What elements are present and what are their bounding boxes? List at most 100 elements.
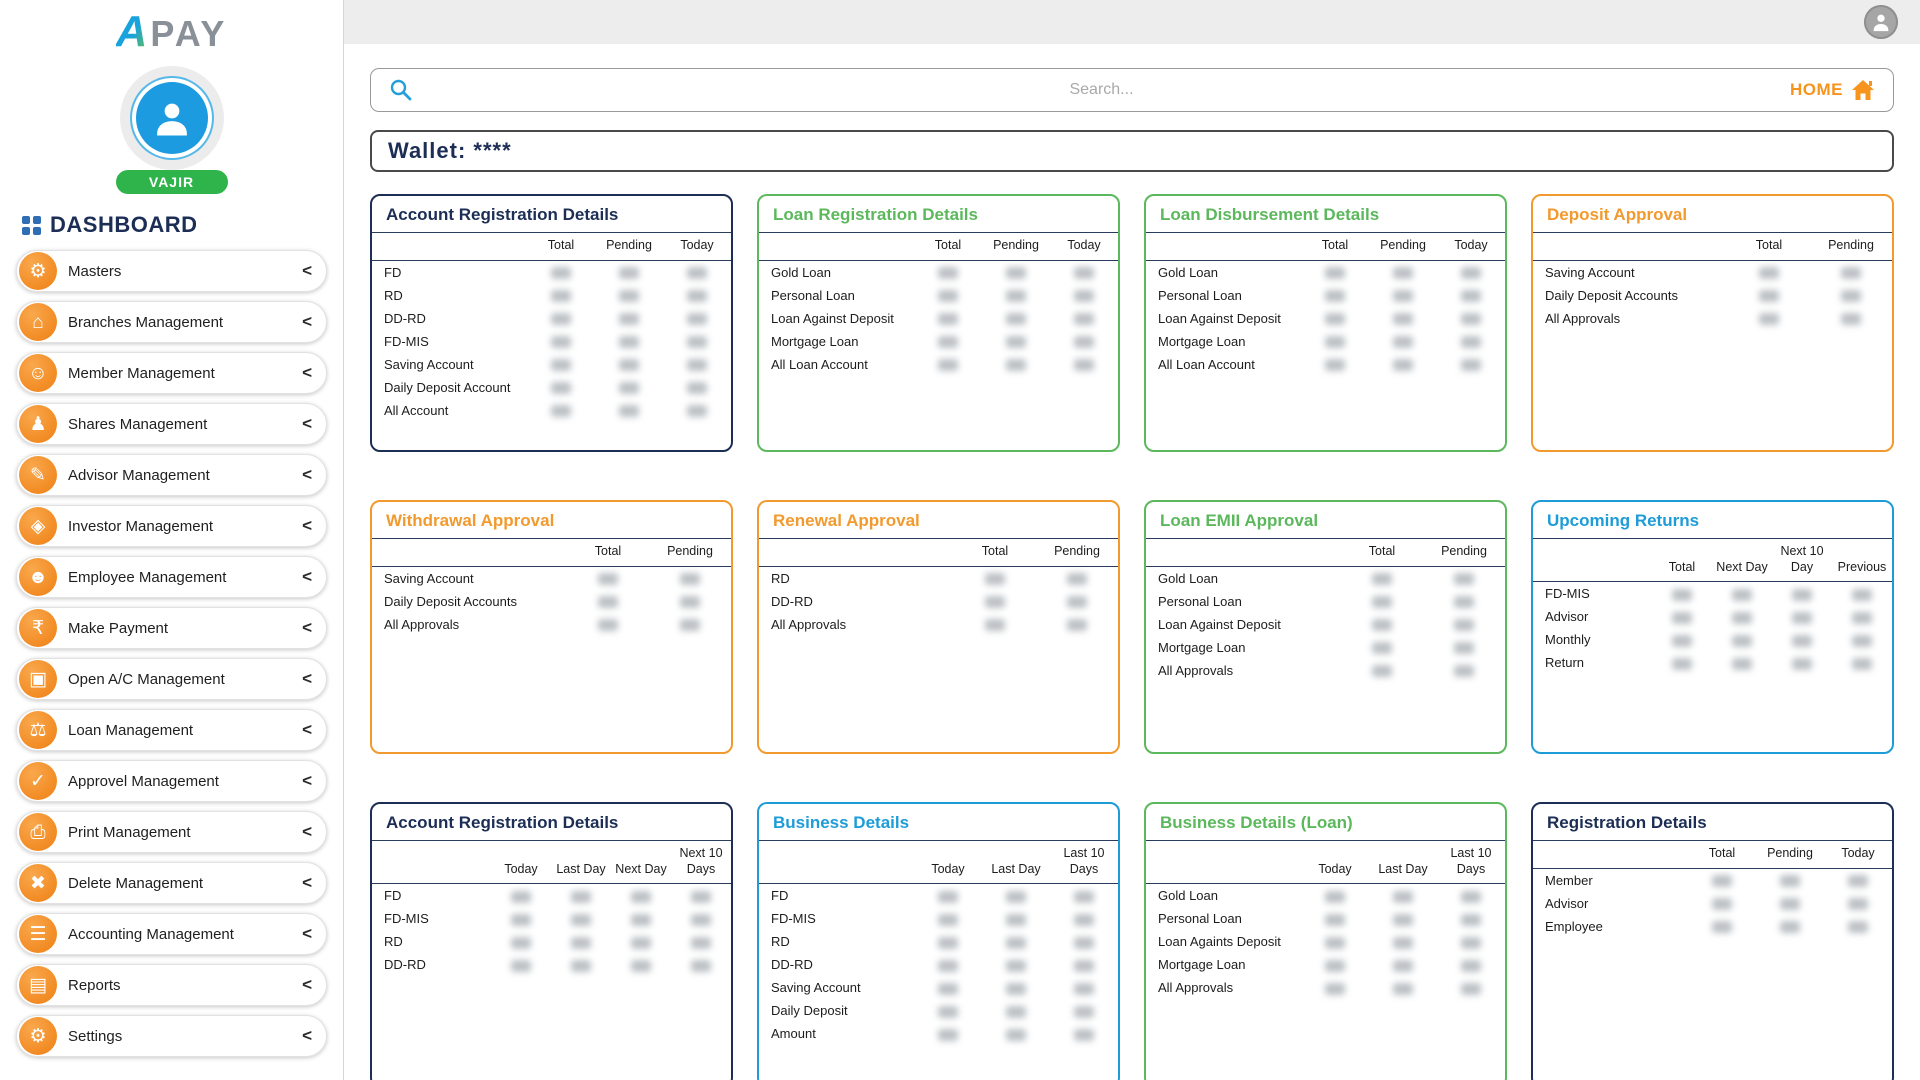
obscured-value [1074, 313, 1094, 326]
sidebar-item-label: Approvel Management [68, 772, 219, 790]
sidebar-item-approvel-management[interactable]: ✓ Approvel Management < [16, 760, 327, 802]
column-header: Today [1824, 841, 1892, 869]
row-label: Gold Loan [771, 264, 831, 280]
row-label: Mortgage Loan [1158, 639, 1246, 655]
settings-icon: ⚙ [19, 1017, 57, 1055]
sidebar-item-accounting-management[interactable]: ☰ Accounting Management < [16, 913, 327, 955]
chevron-left-icon: < [302, 465, 312, 484]
person-icon [156, 103, 187, 136]
sidebar-item-masters[interactable]: ⚙ Masters < [16, 250, 327, 292]
obscured-value [619, 290, 639, 303]
brand-logo: A PAY [16, 10, 327, 62]
obscured-value [1325, 359, 1345, 372]
obscured-value [1712, 875, 1732, 888]
dashboard-heading[interactable]: DASHBOARD [22, 212, 327, 238]
obscured-value [1006, 267, 1026, 280]
sidebar-item-settings[interactable]: ⚙ Settings < [16, 1015, 327, 1057]
table-row: Daily Deposit Accounts [372, 590, 731, 613]
obscured-value [551, 405, 571, 418]
table-row: RD [759, 930, 1118, 953]
row-label: All Approvals [384, 616, 460, 632]
obscured-value [1393, 336, 1413, 349]
search-bar: HOME [370, 68, 1894, 112]
row-label: Saving Account [1545, 264, 1635, 280]
column-header: Total [914, 233, 982, 261]
sidebar-item-advisor-management[interactable]: ✎ Advisor Management < [16, 454, 327, 496]
chevron-left-icon: < [302, 822, 312, 841]
sidebar-item-print-management[interactable]: ⎙ Print Management < [16, 811, 327, 853]
obscured-value [1372, 596, 1392, 609]
dashboard-title: DASHBOARD [50, 212, 198, 237]
obscured-value [938, 959, 958, 972]
sidebar-item-investor-management[interactable]: ◈ Investor Management < [16, 505, 327, 547]
obscured-value [1006, 313, 1026, 326]
card-loan-registration-details: Loan Registration Details Total Pending Tod… [757, 194, 1120, 452]
sidebar-item-label: Settings [68, 1027, 123, 1045]
table-row: Amount [759, 1022, 1118, 1045]
sidebar-item-employee-management[interactable]: ☻ Employee Management < [16, 556, 327, 598]
chevron-left-icon: < [302, 618, 312, 637]
table-row: Personal Loan [1146, 907, 1505, 930]
column-header: Total [1341, 539, 1423, 567]
sidebar-item-shares-management[interactable]: ♟ Shares Management < [16, 403, 327, 445]
table-row: All Approvals [1533, 307, 1892, 330]
obscured-value [1461, 982, 1481, 995]
obscured-value [1393, 959, 1413, 972]
table-row: Daily Deposit Account [372, 376, 731, 399]
row-label: Gold Loan [1158, 264, 1218, 280]
row-label: Personal Loan [771, 287, 855, 303]
obscured-value [1074, 1028, 1094, 1041]
obscured-value [680, 596, 700, 609]
obscured-value [691, 913, 711, 926]
obscured-value [571, 890, 591, 903]
table-row: Loan Against Deposit [1146, 613, 1505, 636]
wallet-bar[interactable]: Wallet: **** [370, 130, 1894, 172]
sidebar-item-make-payment[interactable]: ₹ Make Payment < [16, 607, 327, 649]
sidebar-item-label: Advisor Management [68, 466, 210, 484]
sidebar-item-delete-management[interactable]: ✖ Delete Management < [16, 862, 327, 904]
obscured-value [631, 936, 651, 949]
sidebar-item-reports[interactable]: ▤ Reports < [16, 964, 327, 1006]
obscured-value [1006, 1005, 1026, 1018]
table-row: Personal Loan [1146, 284, 1505, 307]
obscured-value [1461, 913, 1481, 926]
obscured-value [1067, 573, 1087, 586]
search-input[interactable] [425, 81, 1778, 99]
row-label: RD [771, 570, 790, 586]
obscured-value [1461, 290, 1481, 303]
table-row: All Approvals [1146, 659, 1505, 682]
table-row: RD [759, 566, 1118, 590]
obscured-value [1732, 611, 1752, 624]
row-label: FD-MIS [384, 333, 429, 349]
table-row: Personal Loan [759, 284, 1118, 307]
sidebar-item-branches-management[interactable]: ⌂ Branches Management < [16, 301, 327, 343]
table-row: Daily Deposit Accounts [1533, 284, 1892, 307]
obscured-value [631, 890, 651, 903]
obscured-value [938, 890, 958, 903]
obscured-value [1325, 313, 1345, 326]
table-row: Saving Account [372, 353, 731, 376]
row-label: Gold Loan [1158, 888, 1218, 904]
table-row: Mortgage Loan [759, 330, 1118, 353]
obscured-value [691, 936, 711, 949]
sidebar-item-loan-management[interactable]: ⚖ Loan Management < [16, 709, 327, 751]
obscured-value [1006, 936, 1026, 949]
column-header: Pending [1423, 539, 1505, 567]
card-title: Business Details [759, 804, 1118, 841]
advisor-icon: ✎ [19, 456, 57, 494]
home-button[interactable]: HOME [1790, 79, 1875, 101]
chevron-left-icon: < [302, 312, 312, 331]
obscured-value [1074, 890, 1094, 903]
table-row: Daily Deposit [759, 999, 1118, 1022]
card-withdrawal-approval: Withdrawal Approval Total Pending Saving Ac… [370, 500, 733, 754]
obscured-value [511, 890, 531, 903]
sidebar: A PAY VAJIR DASHBOARD ⚙ Masters < ⌂ Branches… [0, 0, 344, 1080]
sidebar-item-member-management[interactable]: ☺ Member Management < [16, 352, 327, 394]
column-header: Total [1301, 233, 1369, 261]
obscured-value [985, 596, 1005, 609]
trash-icon: ✖ [19, 864, 57, 902]
sidebar-item-label: Loan Management [68, 721, 194, 739]
sidebar-item-open-ac-management[interactable]: ▣ Open A/C Management < [16, 658, 327, 700]
account-button[interactable] [1864, 5, 1898, 39]
column-header: Total [954, 539, 1036, 567]
